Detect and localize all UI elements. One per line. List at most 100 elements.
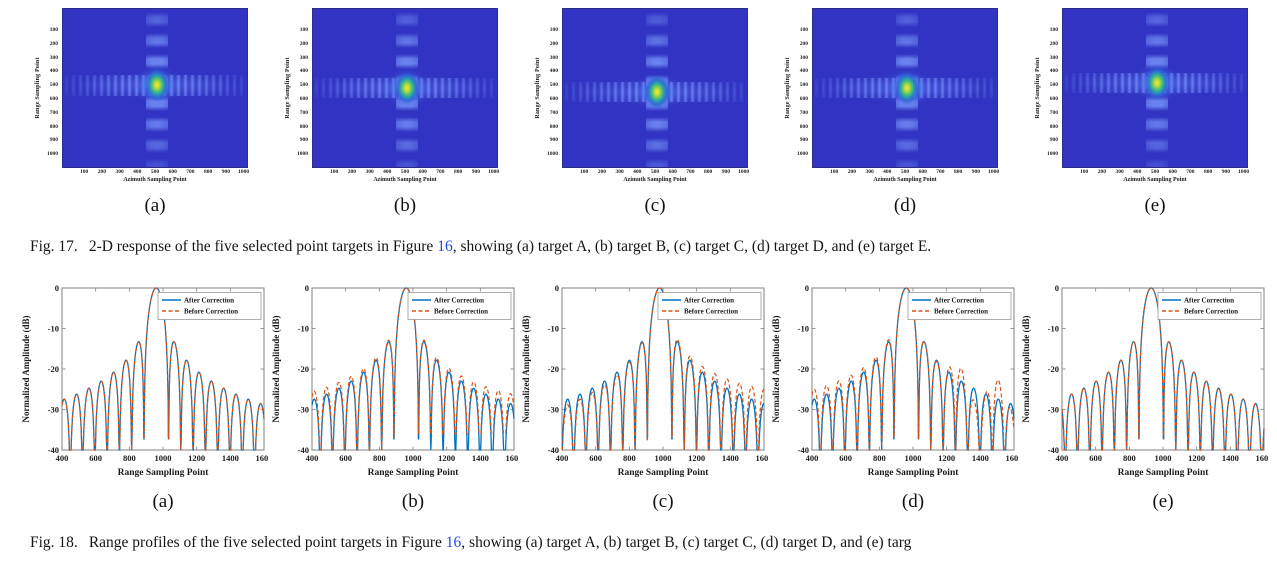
- x-tick-label: 200: [97, 169, 106, 175]
- x-axis-label: Azimuth Sampling Point: [373, 177, 437, 183]
- fig17-panel-label-b: (b): [393, 195, 417, 216]
- fig17-caption-tag: Fig. 17.: [30, 238, 78, 255]
- y-tick-label: -30: [48, 405, 59, 415]
- y-tick-label: 700: [549, 109, 558, 116]
- legend-after-label: After Correction: [934, 297, 984, 305]
- y-tick-label: 500: [49, 82, 58, 89]
- y-tick-label: -40: [798, 445, 809, 455]
- legend-before-label: Before Correction: [684, 308, 738, 316]
- x-tick-label: 1000: [988, 169, 1000, 175]
- legend-box: [157, 292, 262, 321]
- fig18-panel-label-d: (d): [901, 491, 925, 513]
- x-tick-label: 600: [339, 453, 352, 463]
- y-tick-label: 800: [299, 123, 308, 130]
- y-axis-label: Normalized Amplitude (dB): [271, 316, 281, 423]
- y-tick-label: 700: [299, 109, 308, 116]
- y-tick-label: 700: [1049, 109, 1058, 116]
- y-tick-label: 600: [299, 96, 308, 103]
- x-tick-label: 700: [1186, 169, 1195, 175]
- y-tick-label: 500: [1049, 82, 1058, 89]
- y-tick-label: 200: [299, 40, 308, 47]
- y-tick-label: 100: [299, 27, 308, 34]
- x-tick-label: 800: [373, 453, 386, 463]
- x-tick-label: 400: [306, 453, 319, 463]
- x-tick-label: 300: [365, 169, 374, 175]
- fig17-caption-text-before: 2-D response of the five selected point …: [88, 238, 438, 255]
- x-tick-label: 400: [383, 169, 392, 175]
- y-tick-label: 400: [549, 68, 558, 75]
- y-tick-label: 200: [549, 40, 558, 47]
- fig18-caption-tag: Fig. 18.: [30, 534, 78, 552]
- x-tick-label: 800: [1204, 169, 1213, 175]
- fig17-panel-c: Range Sampling Point 100 200 300 400 500 600 70…: [526, 8, 776, 217]
- y-tick-label: 100: [1049, 27, 1058, 34]
- y-tick-label: 900: [299, 137, 308, 144]
- fig17-caption: Fig. 17. 2-D response of the five selecte…: [30, 237, 1277, 256]
- y-tick-label: 800: [799, 123, 808, 130]
- fig17-panel-label-c: (c): [644, 195, 666, 216]
- figure16-reference-link-2[interactable]: 16: [445, 534, 462, 552]
- legend-before-label: Before Correction: [1184, 308, 1238, 316]
- y-tick-label: -20: [798, 364, 809, 374]
- x-tick-label: 400: [633, 169, 642, 175]
- x-tick-label: 1000: [1238, 169, 1250, 175]
- x-tick-label: 400: [556, 453, 569, 463]
- x-axis-label: Azimuth Sampling Point: [1123, 177, 1187, 183]
- x-axis-label: Azimuth Sampling Point: [873, 177, 937, 183]
- figure16-reference-link[interactable]: 16: [437, 238, 453, 255]
- x-tick-label: 1400: [722, 453, 739, 463]
- y-tick-label: -40: [1048, 445, 1059, 455]
- x-tick-label: 700: [936, 169, 945, 175]
- y-axis-label: Normalized Amplitude (dB): [21, 316, 31, 423]
- x-tick-label: 700: [686, 169, 695, 175]
- y-tick-label: 500: [549, 82, 558, 89]
- x-tick-label: 900: [1221, 169, 1230, 175]
- x-tick-label: 600: [418, 169, 427, 175]
- y-tick-label: -20: [48, 364, 59, 374]
- x-tick-label: 800: [204, 169, 213, 175]
- y-tick-label: -30: [298, 405, 309, 415]
- x-tick-label: 1200: [688, 453, 705, 463]
- x-tick-row: 100 200 300 400 500 600 700 800 900 1000: [562, 168, 749, 177]
- fig17-panel-d: Range Sampling Point 100 200 300 400 500 600 70…: [776, 8, 1026, 217]
- legend-after-label: After Correction: [434, 297, 484, 305]
- heatmap-mainlobe-peak: [1142, 64, 1171, 103]
- y-tick-label: 800: [549, 123, 558, 130]
- x-tick-label: 400: [883, 169, 892, 175]
- x-axis-label: Azimuth Sampling Point: [623, 177, 687, 183]
- x-tick-label: 100: [580, 169, 589, 175]
- x-tick-label: 700: [436, 169, 445, 175]
- x-tick-row: 100 200 300 400 500 600 700 800 900 1000: [62, 168, 249, 177]
- y-tick-label: 900: [1049, 137, 1058, 144]
- x-axis-label: Range Sampling Point: [1118, 468, 1210, 478]
- y-tick-label: 900: [549, 137, 558, 144]
- x-tick-label: 800: [623, 453, 636, 463]
- fig18-caption: Fig. 18. Range profiles of the five selec…: [30, 533, 1277, 552]
- x-axis-label: Range Sampling Point: [868, 468, 960, 478]
- fig17-panel-label-a: (a): [144, 195, 166, 216]
- x-axis-label: Azimuth Sampling Point: [123, 177, 187, 183]
- x-tick-label: 400: [133, 169, 142, 175]
- y-tick-label: 200: [799, 40, 808, 47]
- legend-after-label: After Correction: [1184, 297, 1234, 305]
- x-tick-label: 900: [971, 169, 980, 175]
- legend-before-label: Before Correction: [434, 308, 488, 316]
- y-tick-label: -40: [548, 445, 559, 455]
- y-tick-label: 200: [49, 40, 58, 47]
- legend-box: [657, 292, 762, 321]
- x-tick-row: 100 200 300 400 500 600 700 800 900 1000: [812, 168, 1000, 177]
- y-tick-label: 200: [1049, 40, 1058, 47]
- fig17-panel-e: Range Sampling Point 100 200 300 400 500 600 70…: [1026, 8, 1276, 217]
- y-tick-label: 900: [49, 137, 58, 144]
- x-tick-label: 700: [186, 169, 195, 175]
- y-tick-label: 0: [305, 283, 309, 293]
- x-tick-label: 1200: [438, 453, 455, 463]
- x-tick-label: 800: [873, 453, 886, 463]
